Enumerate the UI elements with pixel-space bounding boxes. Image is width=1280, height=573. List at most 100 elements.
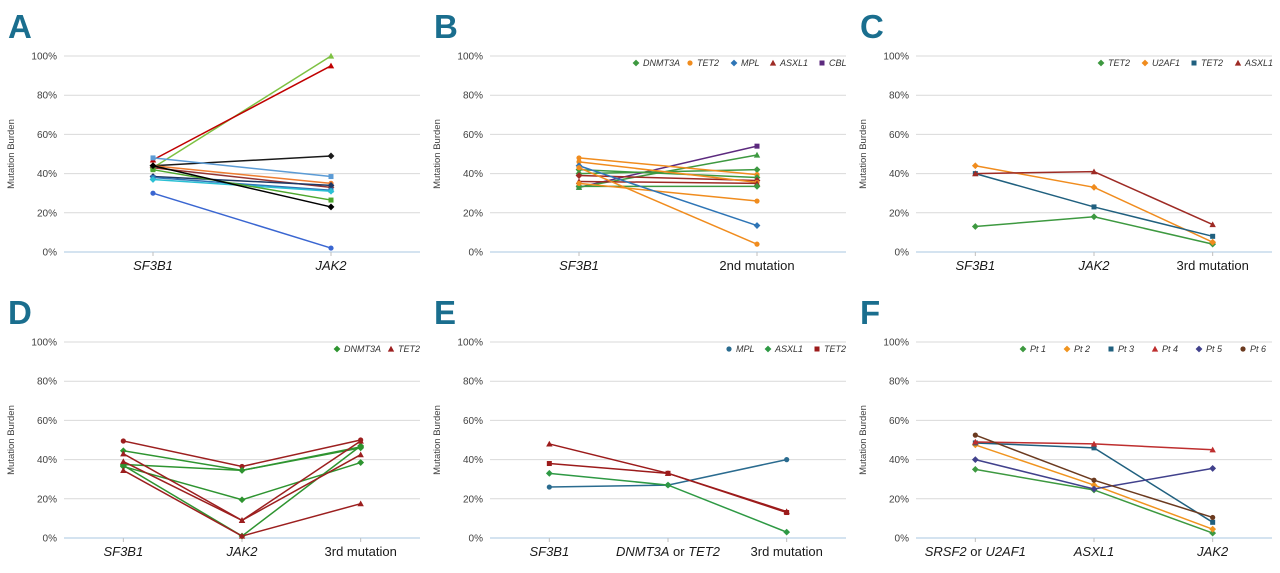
legend-marker [1108, 346, 1114, 352]
x-category-label: 2nd mutation [719, 258, 794, 273]
data-point-marker [149, 176, 157, 183]
data-point-marker [972, 432, 978, 438]
x-category-label: JAK2 [1077, 258, 1110, 273]
legend-marker [764, 345, 772, 353]
chart-E: E 0% 20% 40% 60% 80% 100% Mutation Burden SF3B1 D… [432, 294, 846, 559]
legend-label: Pt 2 [1074, 344, 1090, 354]
series-line [578, 168, 758, 179]
y-tick-label: 40% [463, 455, 483, 466]
data-point-marker [357, 442, 365, 450]
data-point-marker [1209, 446, 1216, 453]
series-line [578, 180, 758, 185]
legend-marker [1191, 60, 1197, 66]
data-point-marker [754, 198, 760, 204]
legend-item: ASXL1 [1234, 58, 1273, 68]
legend-label: TET2 [697, 58, 719, 68]
chart-A: A 0% 20% 40% 60% 80% 100% Mutation Burden SF3B1 J… [6, 8, 420, 273]
x-category-label: SF3B1 [103, 544, 143, 559]
data-point-marker [784, 457, 790, 463]
chart-F: F 0% 20% 40% 60% 80% 100% Mutation Burden SRSF2 … [858, 294, 1272, 559]
data-point-marker [327, 152, 335, 160]
legend-label: Pt 5 [1206, 344, 1223, 354]
legend-item: TET2 [1191, 58, 1223, 68]
legend-label: DNMT3A [643, 58, 680, 68]
legend-label: Pt 3 [1118, 344, 1134, 354]
series-line [152, 65, 332, 161]
y-axis-title: Mutation Burden [858, 119, 869, 189]
legend-item: Pt 4 [1151, 344, 1178, 354]
legend-item: Pt 6 [1240, 344, 1266, 354]
legend-marker [1234, 59, 1242, 66]
y-tick-label: 80% [889, 377, 909, 388]
legend-item: MPL [726, 344, 755, 354]
chart-B: B 0% 20% 40% 60% 80% 100% Mutation Burden SF3B1 2… [432, 8, 847, 273]
y-tick-label: 60% [37, 130, 57, 141]
data-point-marker [327, 52, 335, 59]
y-tick-label: 0% [43, 534, 58, 545]
legend-item: CBL [819, 58, 847, 68]
legend-label: U2AF1 [1152, 58, 1180, 68]
x-category-label: 3rd mutation [751, 544, 823, 559]
series-line [152, 157, 332, 178]
y-tick-label: 40% [889, 169, 909, 180]
y-tick-label: 100% [31, 338, 57, 349]
y-tick-label: 40% [889, 455, 909, 466]
y-tick-label: 80% [37, 377, 57, 388]
data-point-marker [753, 182, 761, 190]
legend-label: DNMT3A [344, 344, 381, 354]
data-point-marker [238, 532, 246, 539]
data-point-marker [357, 451, 364, 458]
x-category-label: ASXL1 [1073, 544, 1114, 559]
legend-marker [1240, 346, 1246, 352]
series-line [975, 165, 1213, 243]
series-line [122, 440, 362, 522]
y-tick-label: 60% [889, 416, 909, 427]
data-point-marker [664, 481, 672, 489]
legend-marker [819, 60, 825, 66]
legend-item: Pt 3 [1108, 344, 1134, 354]
legend-item: TET2 [387, 344, 420, 354]
data-point-marker [238, 496, 246, 504]
data-point-marker [1210, 519, 1216, 525]
legend-marker [730, 59, 738, 67]
legend-item: DNMT3A [632, 58, 680, 68]
data-point-marker [150, 190, 156, 196]
legend-label: ASXL1 [774, 344, 803, 354]
series-line [578, 167, 758, 245]
data-point-marker [546, 440, 553, 447]
data-point-marker [327, 181, 335, 189]
panel-B: B 0% 20% 40% 60% 80% 100% Mutation Burden SF3B1 2… [426, 0, 852, 286]
data-point-marker [1090, 481, 1098, 489]
y-tick-label: 60% [889, 130, 909, 141]
series-line [975, 215, 1213, 245]
data-point-marker [1091, 477, 1097, 483]
data-point-marker [327, 203, 335, 211]
legend-marker [1063, 345, 1071, 353]
data-point-marker [149, 162, 157, 170]
legend-marker [726, 346, 732, 352]
legend-marker [687, 60, 693, 66]
data-point-marker [1210, 233, 1216, 239]
data-point-marker [971, 456, 979, 463]
panel-letter: E [434, 294, 456, 331]
y-tick-label: 0% [469, 534, 484, 545]
y-tick-label: 80% [37, 91, 57, 102]
legend-marker [1019, 345, 1027, 353]
x-category-label: SF3B1 [559, 258, 599, 273]
y-tick-label: 100% [883, 52, 909, 63]
data-point-marker [1210, 514, 1216, 521]
legend-marker [1195, 345, 1203, 353]
data-point-marker [754, 241, 760, 247]
x-category-label: SF3B1 [955, 258, 995, 273]
series-line [152, 165, 332, 185]
legend-label: TET2 [1201, 58, 1223, 68]
y-axis-title: Mutation Burden [432, 119, 443, 189]
panel-letter: F [860, 294, 880, 331]
legend-item: Pt 5 [1195, 344, 1223, 354]
data-point-marker [327, 187, 335, 195]
data-point-marker [327, 62, 335, 69]
y-tick-label: 0% [895, 534, 910, 545]
y-tick-label: 40% [463, 169, 483, 180]
data-point-marker [576, 180, 582, 186]
y-tick-label: 20% [463, 494, 483, 505]
